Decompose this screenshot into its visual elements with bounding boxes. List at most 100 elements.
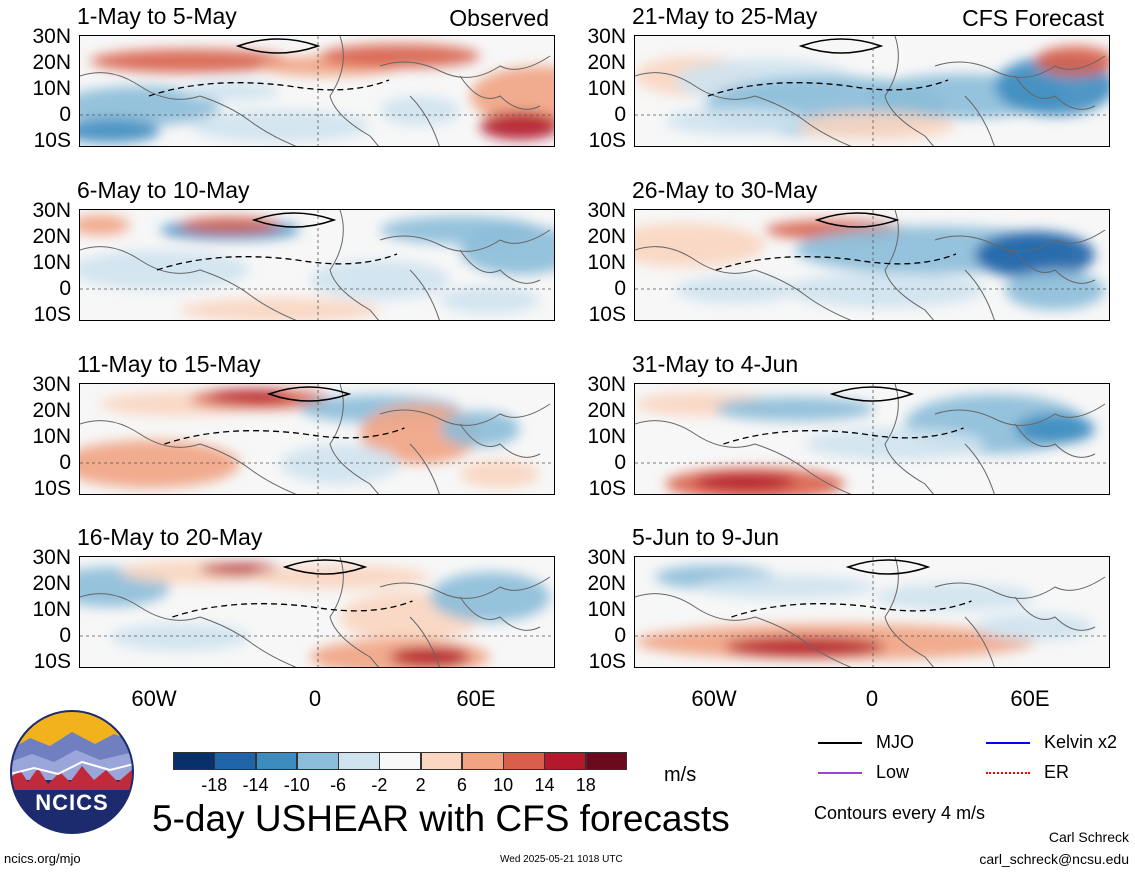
map-panel: [634, 383, 1110, 495]
mjo-contour: [798, 38, 884, 54]
mjo-contour: [251, 212, 337, 228]
lat-label: 20N: [32, 225, 71, 248]
shear-anomaly-blob: [1035, 46, 1109, 76]
lat-label: 20N: [32, 399, 71, 422]
shear-anomaly-blob: [80, 215, 130, 235]
legend-line-mjo: [818, 742, 862, 744]
ncics-logo: NCICS: [10, 710, 134, 834]
lat-label: 10S: [588, 477, 626, 500]
shear-anomaly-blob: [785, 272, 985, 308]
shear-anomaly-blob: [80, 86, 220, 126]
lat-label: 0: [614, 277, 626, 300]
mjo-contour-negative: [707, 79, 949, 97]
coastlines: [635, 210, 1106, 320]
mjo-contour: [829, 386, 915, 402]
lat-label: 0: [59, 451, 71, 474]
colorbar-swatch: [503, 752, 545, 770]
colorbar-tick-label: 10: [493, 775, 514, 795]
shear-anomaly-blob: [695, 575, 875, 599]
shear-field: [635, 36, 1109, 146]
shear-anomaly-blob: [480, 112, 554, 140]
coastlines: [80, 210, 551, 320]
shear-anomaly-blob: [470, 66, 554, 126]
shear-field: [80, 210, 554, 320]
colorbar-tick-label: -10: [283, 775, 310, 795]
lat-label: 30N: [32, 373, 71, 396]
lat-label: 0: [614, 451, 626, 474]
shear-field: [635, 210, 1109, 320]
shear-anomaly-blob: [180, 217, 280, 233]
map-panel: [634, 556, 1110, 668]
shear-anomaly-blob: [805, 428, 985, 460]
map-panel: [79, 556, 555, 668]
shear-anomaly-blob: [665, 107, 805, 135]
shear-anomaly-blob: [180, 81, 280, 101]
coastlines: [635, 557, 1106, 667]
shear-anomaly-blob: [460, 225, 554, 275]
logo-text: NCICS: [35, 790, 109, 815]
shear-anomaly-blob: [675, 276, 795, 304]
shear-anomaly-blob: [795, 112, 955, 140]
shear-anomaly-blob: [280, 444, 400, 484]
shear-anomaly-blob: [975, 613, 1095, 641]
colorbar-swatch: [420, 752, 463, 770]
colorbar-tick-label: 14: [534, 775, 555, 795]
legend-label: MJO: [876, 732, 914, 752]
shear-anomaly-blob: [1005, 270, 1105, 310]
author-email[interactable]: carl_schreck@ncsu.edu: [979, 851, 1129, 867]
map-panel: [79, 35, 555, 147]
lat-label: 30N: [32, 25, 71, 48]
mjo-contour-negative: [148, 79, 390, 97]
shear-anomaly-blob: [1015, 414, 1095, 444]
shear-anomaly-blob: [460, 460, 540, 488]
lat-label: 10N: [587, 425, 626, 448]
panel-title: 6-May to 10-May: [77, 177, 250, 203]
mjo-contour-negative: [164, 427, 405, 445]
shear-anomaly-blob: [80, 119, 160, 143]
coastlines: [635, 36, 1106, 146]
legend-label: Low: [876, 762, 910, 782]
coastlines: [635, 384, 1106, 494]
lat-label: 30N: [587, 199, 626, 222]
colorbar-swatch: [379, 752, 422, 770]
figure-title: 5-day USHEAR with CFS forecasts: [152, 798, 730, 839]
lat-label: 10N: [32, 425, 71, 448]
timestamp: Wed 2025-05-21 1018 UTC: [500, 854, 623, 865]
shear-anomaly-blob: [715, 397, 875, 421]
panel-title: 26-May to 30-May: [632, 177, 818, 203]
lat-label: 0: [614, 103, 626, 126]
lat-label: 0: [59, 277, 71, 300]
shear-anomaly-blob: [695, 474, 795, 490]
contour-note: Contours every 4 m/s: [814, 803, 986, 823]
colorbar-tick-label: -18: [201, 775, 228, 795]
lat-label: 0: [614, 624, 626, 647]
lon-label-0-left: 0: [308, 686, 322, 711]
mjo-contour: [266, 386, 352, 402]
panel-tag: CFS Forecast: [962, 5, 1104, 31]
mjo-contour-negative: [172, 600, 413, 618]
lat-label: 10S: [33, 129, 71, 152]
coastlines: [80, 36, 551, 146]
mjo-contour-negative: [731, 600, 972, 618]
lat-label: 10S: [588, 650, 626, 673]
shear-field: [80, 557, 554, 667]
author-name: Carl Schreck: [1048, 829, 1129, 845]
mjo-contour-negative: [715, 253, 957, 271]
lat-label: 20N: [587, 225, 626, 248]
colorbar-swatch: [585, 752, 628, 770]
mjo-contour-negative: [156, 253, 398, 271]
lat-label: 20N: [32, 572, 71, 595]
map-panel: [79, 209, 555, 321]
shear-field: [635, 557, 1109, 667]
colorbar-swatch: [338, 752, 380, 770]
lat-label: 10N: [587, 77, 626, 100]
lat-label: 10N: [32, 251, 71, 274]
lat-label: 10N: [32, 598, 71, 621]
shear-anomaly-blob: [320, 44, 480, 68]
source-url[interactable]: ncics.org/mjo: [4, 851, 81, 866]
shear-anomaly-blob: [390, 647, 470, 667]
lon-label-60e-right: 60E: [1010, 686, 1050, 711]
colorbar-swatch: [544, 752, 587, 770]
shear-anomaly-blob: [110, 623, 250, 651]
shear-field: [80, 36, 554, 146]
